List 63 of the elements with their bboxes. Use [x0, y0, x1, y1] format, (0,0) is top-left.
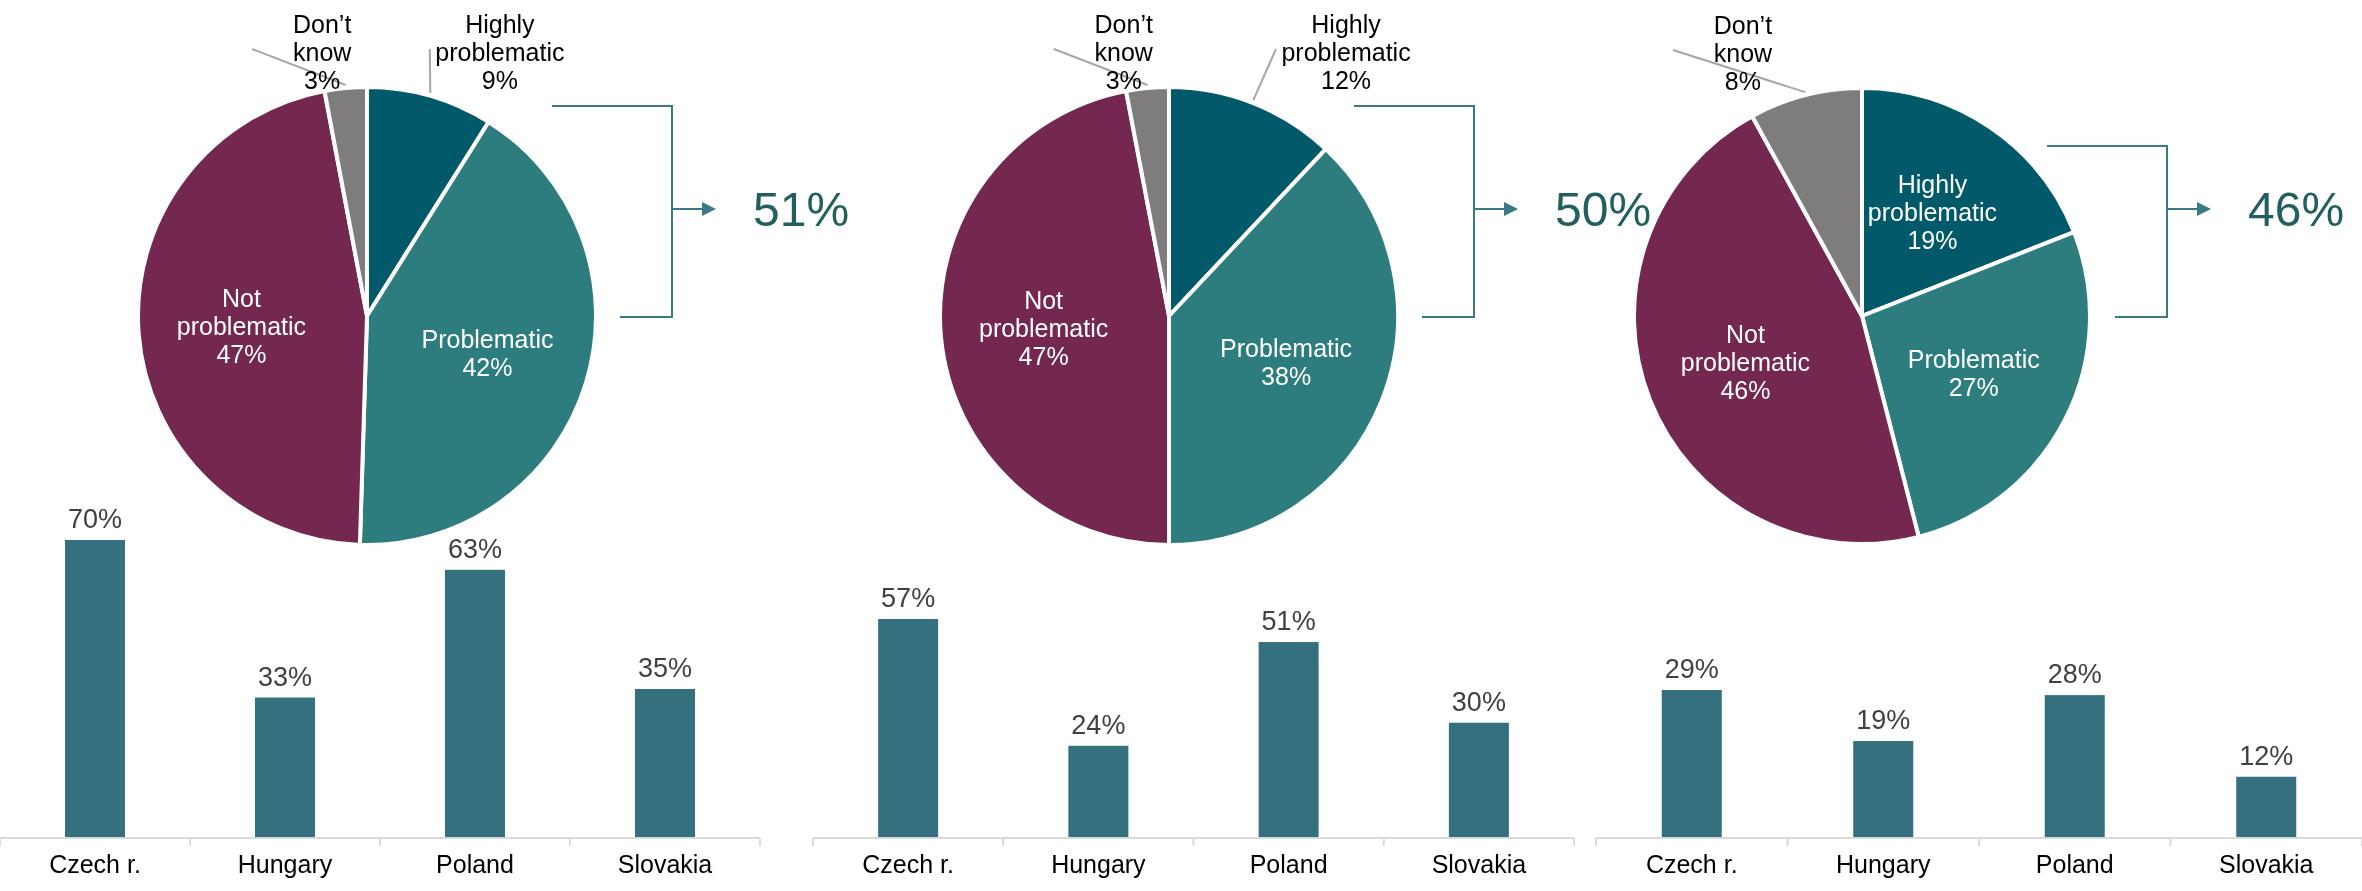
bar [1661, 690, 1722, 838]
x-tick-label: Slovakia [2219, 850, 2314, 878]
x-tick-label: Hungary [237, 850, 333, 878]
x-tick-label: Poland [436, 850, 514, 878]
data-label: 42% [462, 352, 513, 381]
bar [1853, 741, 1914, 838]
slice-label: Don’t know [1713, 11, 1774, 67]
bar [1258, 642, 1319, 838]
data-label: 35% [637, 653, 693, 683]
slice-label: Not problematic [978, 285, 1109, 342]
data-label: 30% [1451, 686, 1506, 717]
slice-label: Highly problematic [435, 10, 565, 66]
data-label: 19% [1907, 226, 1958, 255]
x-tick-label: Slovakia [617, 850, 713, 878]
slice-label: Don’t know [293, 10, 353, 66]
bar [1448, 722, 1509, 838]
slice-label: Don’t know [1094, 10, 1154, 66]
data-label: 70% [67, 504, 123, 534]
x-tick-label: Slovakia [1431, 850, 1527, 878]
data-label: 24% [1071, 709, 1126, 740]
slice-label: Problematic [1220, 334, 1353, 363]
x-tick-label: Hungary [1051, 850, 1147, 878]
data-label: 63% [447, 533, 503, 564]
data-label: 3% [304, 66, 341, 94]
data-label: 47% [216, 339, 267, 368]
data-label: 57% [881, 583, 936, 613]
text: 50% [1555, 183, 1652, 236]
slice-label: Problematic [1907, 344, 2040, 373]
slice-label: Highly problematic [1867, 170, 1998, 227]
text: 51% [753, 183, 850, 236]
data-label: 19% [1856, 705, 1911, 736]
x-tick-label: Czech r. [49, 850, 141, 878]
data-label: 3% [1105, 66, 1142, 94]
bar [445, 569, 505, 838]
bar [2044, 695, 2105, 838]
data-label: 29% [1664, 654, 1719, 684]
bar [635, 689, 695, 838]
bar [255, 697, 315, 838]
slice-label: Highly problematic [1281, 10, 1411, 66]
data-label: 46% [1720, 376, 1771, 405]
x-tick-label: Hungary [1836, 850, 1931, 878]
bar [1068, 745, 1129, 838]
data-label: 27% [1948, 372, 1999, 401]
data-label: 9% [481, 66, 518, 94]
bar [2236, 776, 2297, 838]
bar [65, 540, 125, 838]
data-label: 28% [2047, 659, 2102, 690]
data-label: 12% [2239, 740, 2294, 771]
x-tick-label: Poland [2035, 850, 2114, 878]
slice-label: Not problematic [1680, 320, 1811, 377]
data-label: 47% [1018, 341, 1069, 370]
slice-label: Problematic [421, 324, 554, 353]
text: 46% [2248, 183, 2345, 236]
bar [878, 619, 939, 838]
x-tick-label: Czech r. [862, 850, 954, 878]
data-label: 33% [257, 661, 313, 692]
data-label: 51% [1261, 606, 1316, 637]
data-label: 8% [1724, 67, 1761, 95]
data-label: 38% [1261, 362, 1312, 391]
x-tick-label: Poland [1249, 850, 1328, 878]
data-label: 12% [1321, 66, 1372, 94]
slice-label: Not problematic [176, 283, 307, 340]
x-tick-label: Czech r. [1645, 850, 1738, 878]
